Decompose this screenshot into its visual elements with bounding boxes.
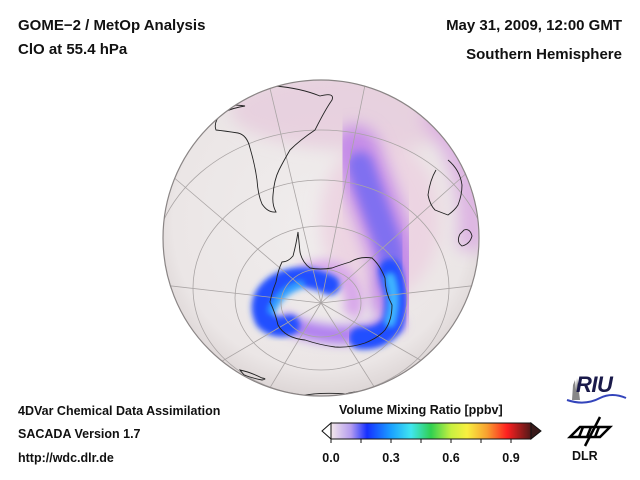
colorbar-tick-label: 0.6 [442, 451, 460, 465]
coastline-new-zealand [238, 369, 266, 381]
coastline-antarctica [269, 231, 393, 348]
coastline-africa [427, 159, 463, 216]
colorbar-ticks [330, 439, 512, 443]
colorbar-bar [330, 422, 532, 440]
colorbar-title: Volume Mixing Ratio [ppbv] [339, 403, 503, 417]
clo-high-left [251, 267, 340, 337]
globe-outline [162, 79, 480, 397]
coastline-south-america [207, 85, 333, 213]
colorbar-extend-max [530, 421, 542, 441]
colorbar [321, 421, 542, 443]
coastline-island-east [457, 229, 473, 247]
globe-content [163, 80, 479, 396]
footer-method: 4DVar Chemical Data Assimilation [18, 404, 221, 418]
riu-logo-text: RIU [576, 372, 613, 397]
analysis-date: May 31, 2009, 12:00 GMT [446, 17, 622, 34]
colorbar-tick-label: 0.0 [322, 451, 340, 465]
footer-url-link[interactable]: http://wdc.dlr.de [18, 451, 114, 465]
riu-logo [566, 378, 627, 404]
product-title: GOME−2 / MetOp Analysis [18, 17, 206, 34]
dlr-logo [566, 416, 614, 447]
clo-high-right [349, 259, 407, 350]
hemisphere-label: Southern Hemisphere [466, 46, 622, 63]
riu-wave-icon [566, 394, 627, 404]
colorbar-tick-label: 0.9 [502, 451, 520, 465]
dlr-logo-text: DLR [572, 449, 598, 463]
species-level-subtitle: ClO at 55.4 hPa [18, 41, 128, 58]
colorbar-extend-min [321, 421, 332, 441]
footer-version: SACADA Version 1.7 [18, 427, 141, 441]
cathedral-icon [572, 378, 580, 400]
graticule [163, 80, 479, 396]
dlr-logo-icon [583, 416, 602, 447]
colorbar-tick-label: 0.3 [382, 451, 400, 465]
